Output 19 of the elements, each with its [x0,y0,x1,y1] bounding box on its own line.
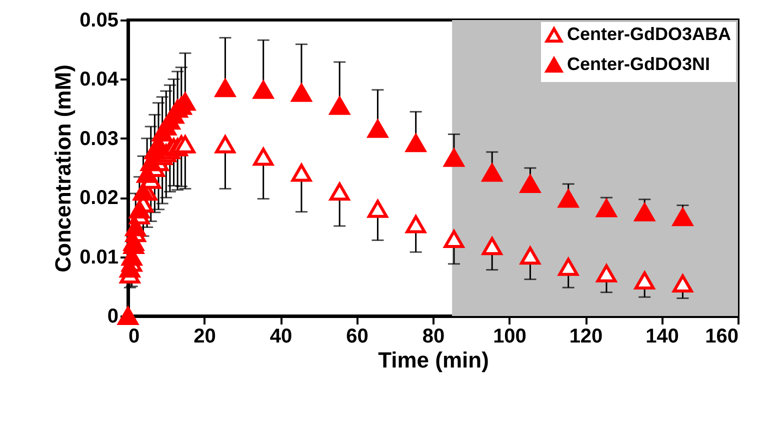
y-tick-label: 0.03 [80,128,118,150]
y-tick-label: 0 [107,306,118,328]
y-tick-label: 0.01 [80,246,118,268]
x-tick-label: 140 [646,326,679,348]
legend-label: Center-GdDO3NI [567,54,710,74]
y-tick-label: 0.02 [80,187,118,210]
x-tick-label: 40 [270,326,292,348]
y-tick-label: 0.04 [80,68,120,91]
legend-label: Center-GdDO3ABA [567,24,732,44]
x-tick-label: 160 [705,326,738,348]
x-tick-label: 20 [194,326,216,348]
x-tick-label: 60 [346,326,368,348]
x-tick-label: 0 [128,326,140,348]
x-axis-title: Time (min) [378,348,489,372]
x-tick-label: 100 [493,326,526,348]
y-axis-title: Concentration (mM) [50,64,76,272]
x-tick-label: 120 [569,326,603,348]
x-tick-label: 80 [422,326,445,348]
y-tick-label: 0.05 [80,10,118,32]
